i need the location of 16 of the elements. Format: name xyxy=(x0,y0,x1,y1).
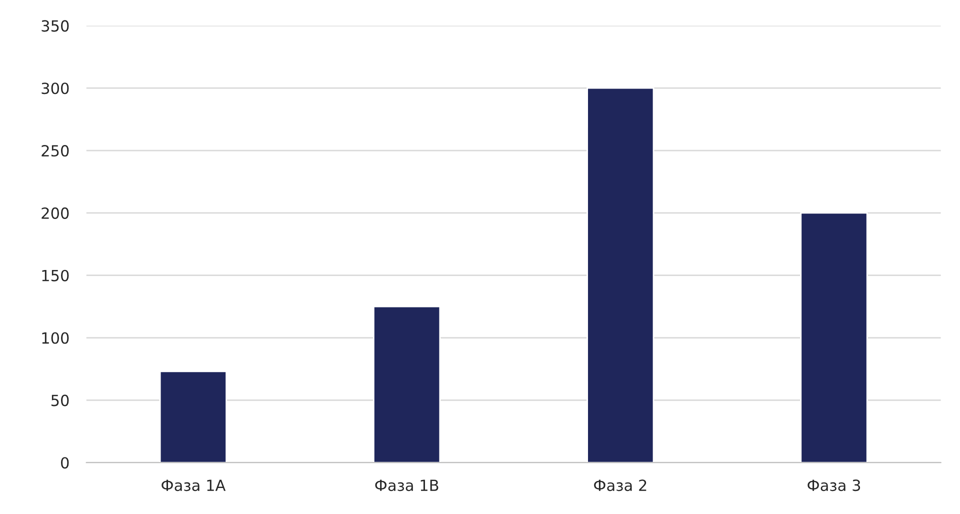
bar xyxy=(372,306,441,463)
x-tick-label: Фаза 3 xyxy=(808,480,860,492)
y-tick-label: 250 xyxy=(42,144,69,157)
bar xyxy=(800,212,868,463)
y-tick-label: 0 xyxy=(61,457,69,469)
y-tick-label: 150 xyxy=(42,270,69,282)
y-tick-label: 50 xyxy=(51,394,69,406)
x-tick-label: Фаза 1В xyxy=(375,480,438,492)
y-tick-label: 100 xyxy=(42,332,69,344)
x-tick-label: Фаза 2 xyxy=(594,480,646,492)
y-tick-label: 350 xyxy=(42,20,69,32)
bar xyxy=(159,370,228,463)
y-tick-label: 200 xyxy=(42,207,69,219)
y-tick-label: 300 xyxy=(42,82,69,94)
x-tick-label: Фаза 1А xyxy=(162,480,226,492)
bar xyxy=(586,87,654,463)
